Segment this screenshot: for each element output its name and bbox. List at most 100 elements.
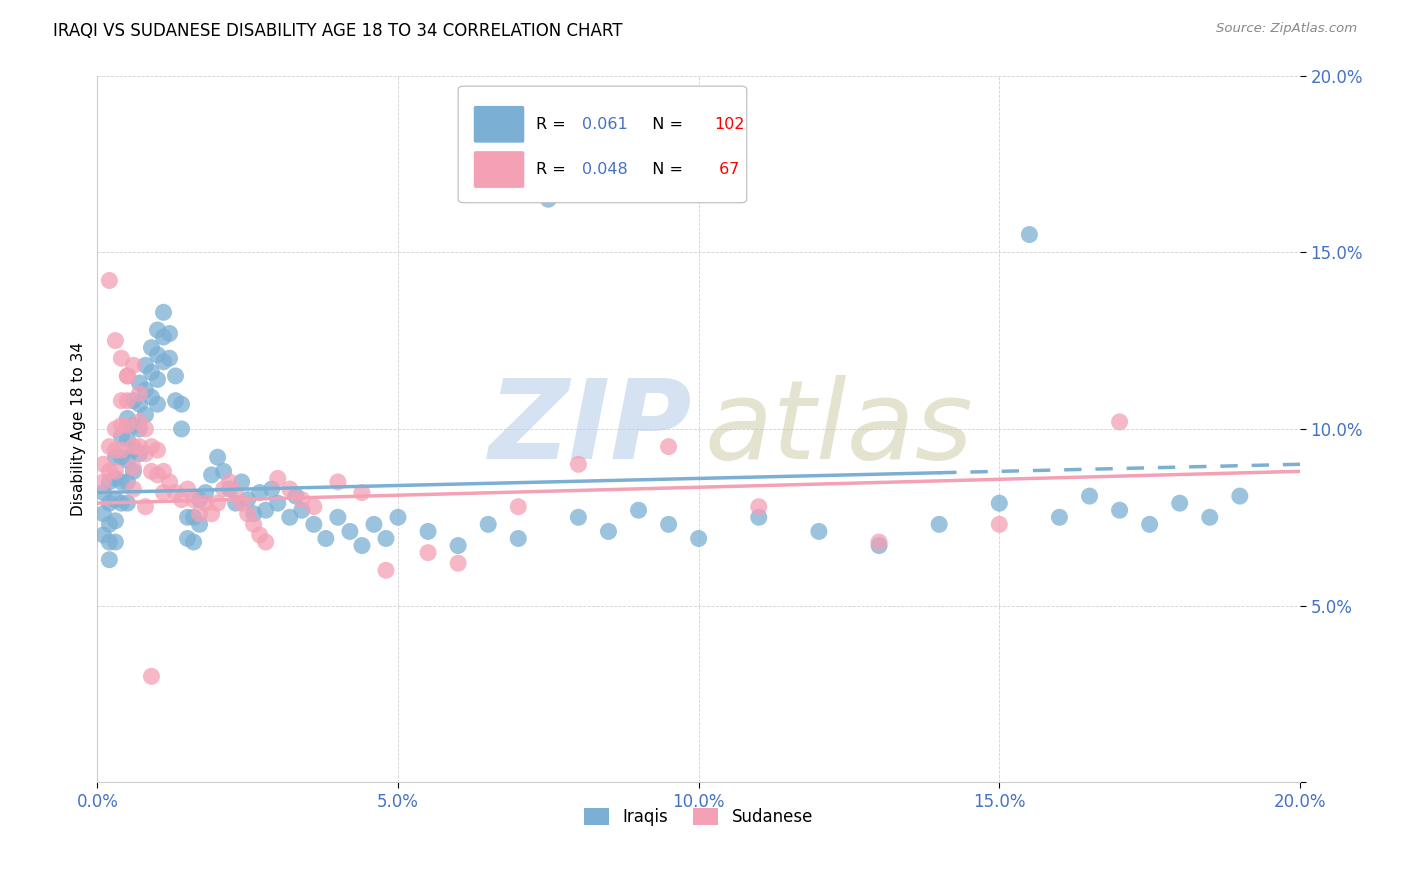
- Point: [141, 440, 163, 454]
- Point: [134, 408, 156, 422]
- Point: [117, 454, 139, 468]
- Legend: Iraqis, Sudanese: Iraqis, Sudanese: [576, 799, 821, 834]
- Point: [117, 368, 139, 383]
- Point: [508, 500, 530, 514]
- Point: [134, 359, 156, 373]
- Point: [146, 443, 169, 458]
- Point: [146, 323, 169, 337]
- Point: [134, 422, 156, 436]
- Point: [188, 507, 211, 521]
- Point: [122, 482, 145, 496]
- Point: [122, 443, 145, 458]
- Point: [159, 351, 181, 366]
- Point: [302, 517, 325, 532]
- Text: ZIP: ZIP: [489, 376, 693, 483]
- Text: Source: ZipAtlas.com: Source: ZipAtlas.com: [1216, 22, 1357, 36]
- FancyBboxPatch shape: [474, 151, 524, 188]
- Point: [748, 500, 770, 514]
- Point: [122, 418, 145, 433]
- Point: [284, 489, 307, 503]
- Point: [225, 496, 247, 510]
- Text: 0.061: 0.061: [582, 117, 627, 132]
- Point: [165, 485, 187, 500]
- Point: [1198, 510, 1220, 524]
- Point: [868, 539, 890, 553]
- Point: [122, 460, 145, 475]
- Point: [207, 450, 229, 465]
- Point: [141, 669, 163, 683]
- Point: [688, 532, 710, 546]
- Point: [122, 440, 145, 454]
- Point: [188, 517, 211, 532]
- Text: N =: N =: [643, 117, 689, 132]
- Point: [152, 305, 174, 319]
- Point: [159, 326, 181, 341]
- Point: [183, 510, 205, 524]
- Point: [254, 535, 277, 549]
- Text: 102: 102: [714, 117, 745, 132]
- Point: [117, 418, 139, 433]
- Point: [98, 552, 121, 566]
- Point: [1229, 489, 1251, 503]
- Point: [98, 440, 121, 454]
- Point: [928, 517, 950, 532]
- Point: [104, 450, 127, 465]
- Point: [447, 539, 470, 553]
- Point: [1049, 510, 1071, 524]
- Point: [231, 475, 253, 489]
- Text: IRAQI VS SUDANESE DISABILITY AGE 18 TO 34 CORRELATION CHART: IRAQI VS SUDANESE DISABILITY AGE 18 TO 3…: [53, 22, 623, 40]
- Point: [146, 372, 169, 386]
- Point: [1168, 496, 1191, 510]
- Point: [93, 475, 115, 489]
- Point: [117, 475, 139, 489]
- Point: [146, 348, 169, 362]
- Point: [302, 500, 325, 514]
- Point: [141, 464, 163, 478]
- Point: [249, 528, 271, 542]
- Point: [1108, 503, 1130, 517]
- Point: [988, 517, 1011, 532]
- Point: [93, 457, 115, 471]
- Point: [117, 368, 139, 383]
- Point: [117, 411, 139, 425]
- Point: [627, 503, 650, 517]
- Text: R =: R =: [536, 162, 571, 177]
- Point: [387, 510, 409, 524]
- Text: 0.048: 0.048: [582, 162, 627, 177]
- Text: R =: R =: [536, 117, 571, 132]
- Point: [104, 334, 127, 348]
- Point: [146, 467, 169, 482]
- Point: [416, 524, 439, 539]
- Point: [658, 440, 681, 454]
- Point: [110, 443, 132, 458]
- Point: [134, 383, 156, 397]
- Point: [212, 464, 235, 478]
- Point: [200, 467, 222, 482]
- Point: [110, 429, 132, 443]
- Point: [170, 397, 193, 411]
- Point: [254, 503, 277, 517]
- Point: [152, 485, 174, 500]
- Text: N =: N =: [643, 162, 689, 177]
- Point: [110, 475, 132, 489]
- Point: [98, 464, 121, 478]
- Point: [350, 485, 373, 500]
- Point: [291, 492, 314, 507]
- Point: [194, 485, 217, 500]
- Point: [141, 341, 163, 355]
- Point: [278, 482, 301, 496]
- Point: [104, 492, 127, 507]
- Point: [350, 539, 373, 553]
- Point: [326, 510, 349, 524]
- Point: [104, 535, 127, 549]
- Point: [242, 517, 264, 532]
- Point: [122, 359, 145, 373]
- Point: [212, 482, 235, 496]
- Point: [242, 507, 264, 521]
- Point: [176, 482, 198, 496]
- Point: [363, 517, 385, 532]
- Point: [104, 514, 127, 528]
- Point: [110, 393, 132, 408]
- Point: [170, 422, 193, 436]
- Point: [236, 492, 259, 507]
